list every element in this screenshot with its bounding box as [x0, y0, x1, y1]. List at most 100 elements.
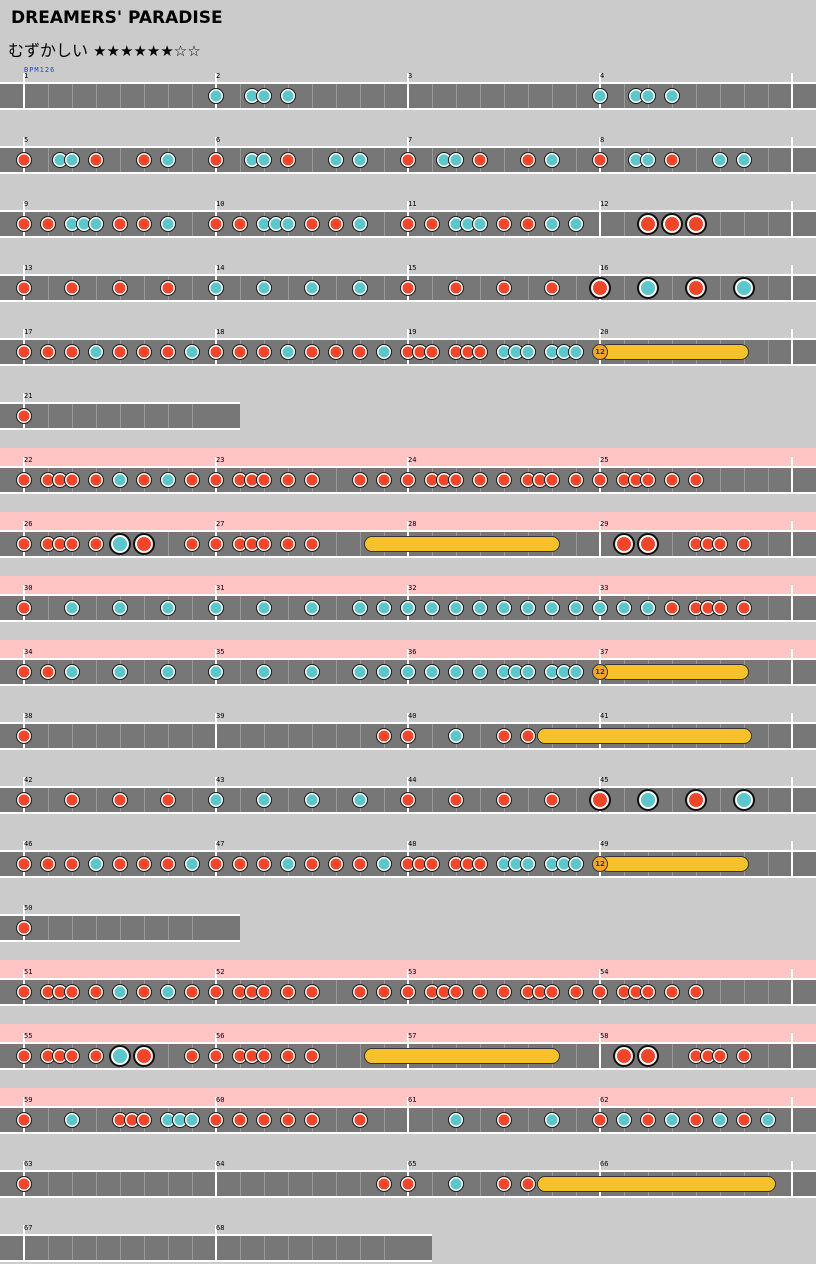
ka-note [280, 216, 296, 232]
ka-note [280, 344, 296, 360]
ka-note [520, 856, 536, 872]
don-note [208, 856, 224, 872]
beat-line [552, 84, 553, 108]
don-note [424, 344, 440, 360]
don-note [568, 472, 584, 488]
don-note [160, 344, 176, 360]
don-note [16, 536, 32, 552]
measure-number: 22 [24, 456, 33, 464]
beat-line [384, 1236, 385, 1260]
ka-note [184, 1112, 200, 1128]
beat-line [576, 788, 577, 812]
big-don-note [637, 213, 659, 235]
beat-line [336, 468, 337, 492]
measure-number: 17 [24, 328, 33, 336]
beat-line [504, 148, 505, 172]
ka-note [304, 792, 320, 808]
bpm-label: BPM126 [24, 66, 56, 74]
beat-line [720, 468, 721, 492]
barline [791, 969, 793, 1006]
don-note [64, 792, 80, 808]
don-note [16, 664, 32, 680]
don-note [208, 216, 224, 232]
measure-number: 1 [24, 72, 29, 80]
don-note [736, 1048, 752, 1064]
beat-line [384, 276, 385, 300]
ka-note [376, 664, 392, 680]
beat-line [672, 1044, 673, 1068]
measure-number: 37 [600, 648, 609, 656]
don-note [64, 472, 80, 488]
measure-number: 64 [216, 1160, 225, 1168]
beat-line [768, 660, 769, 684]
beat-line [768, 596, 769, 620]
don-note [736, 536, 752, 552]
ka-note [112, 472, 128, 488]
ka-note [376, 600, 392, 616]
don-note [136, 1112, 152, 1128]
measure-number: 16 [600, 264, 609, 272]
beat-line [96, 724, 97, 748]
don-note [472, 984, 488, 1000]
beat-line [168, 84, 169, 108]
don-note [136, 472, 152, 488]
big-don-note [133, 533, 155, 555]
ka-note [112, 600, 128, 616]
barline [791, 137, 793, 174]
measure-number: 65 [408, 1160, 417, 1168]
big-ka-note [733, 277, 755, 299]
ka-note [352, 280, 368, 296]
measure-number: 44 [408, 776, 417, 784]
don-note [16, 920, 32, 936]
beat-line [168, 916, 169, 940]
measure-number: 61 [408, 1096, 417, 1104]
beat-line [768, 980, 769, 1004]
don-note [496, 984, 512, 1000]
measure-number: 24 [408, 456, 417, 464]
song-title: DREAMERS' PARADISE [11, 8, 223, 28]
ka-note [424, 664, 440, 680]
beat-line [696, 148, 697, 172]
beat-line [528, 84, 529, 108]
ka-note [640, 600, 656, 616]
beat-line [336, 532, 337, 556]
beat-line [576, 1108, 577, 1132]
don-note [304, 216, 320, 232]
beat-line [384, 212, 385, 236]
don-note [16, 1048, 32, 1064]
beat-line [336, 1236, 337, 1260]
don-note [376, 728, 392, 744]
beat-line [336, 1108, 337, 1132]
ka-note [448, 600, 464, 616]
barline [791, 777, 793, 814]
barline [791, 521, 793, 558]
beat-line [48, 788, 49, 812]
don-note [688, 1112, 704, 1128]
beat-line [624, 84, 625, 108]
beat-line [672, 276, 673, 300]
big-don-note [685, 789, 707, 811]
don-note [136, 344, 152, 360]
beat-line [96, 276, 97, 300]
ka-note [256, 88, 272, 104]
beat-line [120, 404, 121, 428]
don-note [664, 152, 680, 168]
beat-line [768, 788, 769, 812]
balloon-note: 12 [592, 344, 608, 360]
beat-line [96, 84, 97, 108]
don-note [280, 152, 296, 168]
don-note [16, 600, 32, 616]
beat-line [576, 148, 577, 172]
ka-note [208, 792, 224, 808]
beat-line [312, 148, 313, 172]
beat-line [336, 660, 337, 684]
beat-line [312, 1172, 313, 1196]
don-note [136, 216, 152, 232]
don-note [256, 344, 272, 360]
beat-line [744, 468, 745, 492]
don-note [280, 472, 296, 488]
don-note [256, 856, 272, 872]
ka-note [64, 1112, 80, 1128]
ka-note [592, 600, 608, 616]
ka-note [304, 280, 320, 296]
